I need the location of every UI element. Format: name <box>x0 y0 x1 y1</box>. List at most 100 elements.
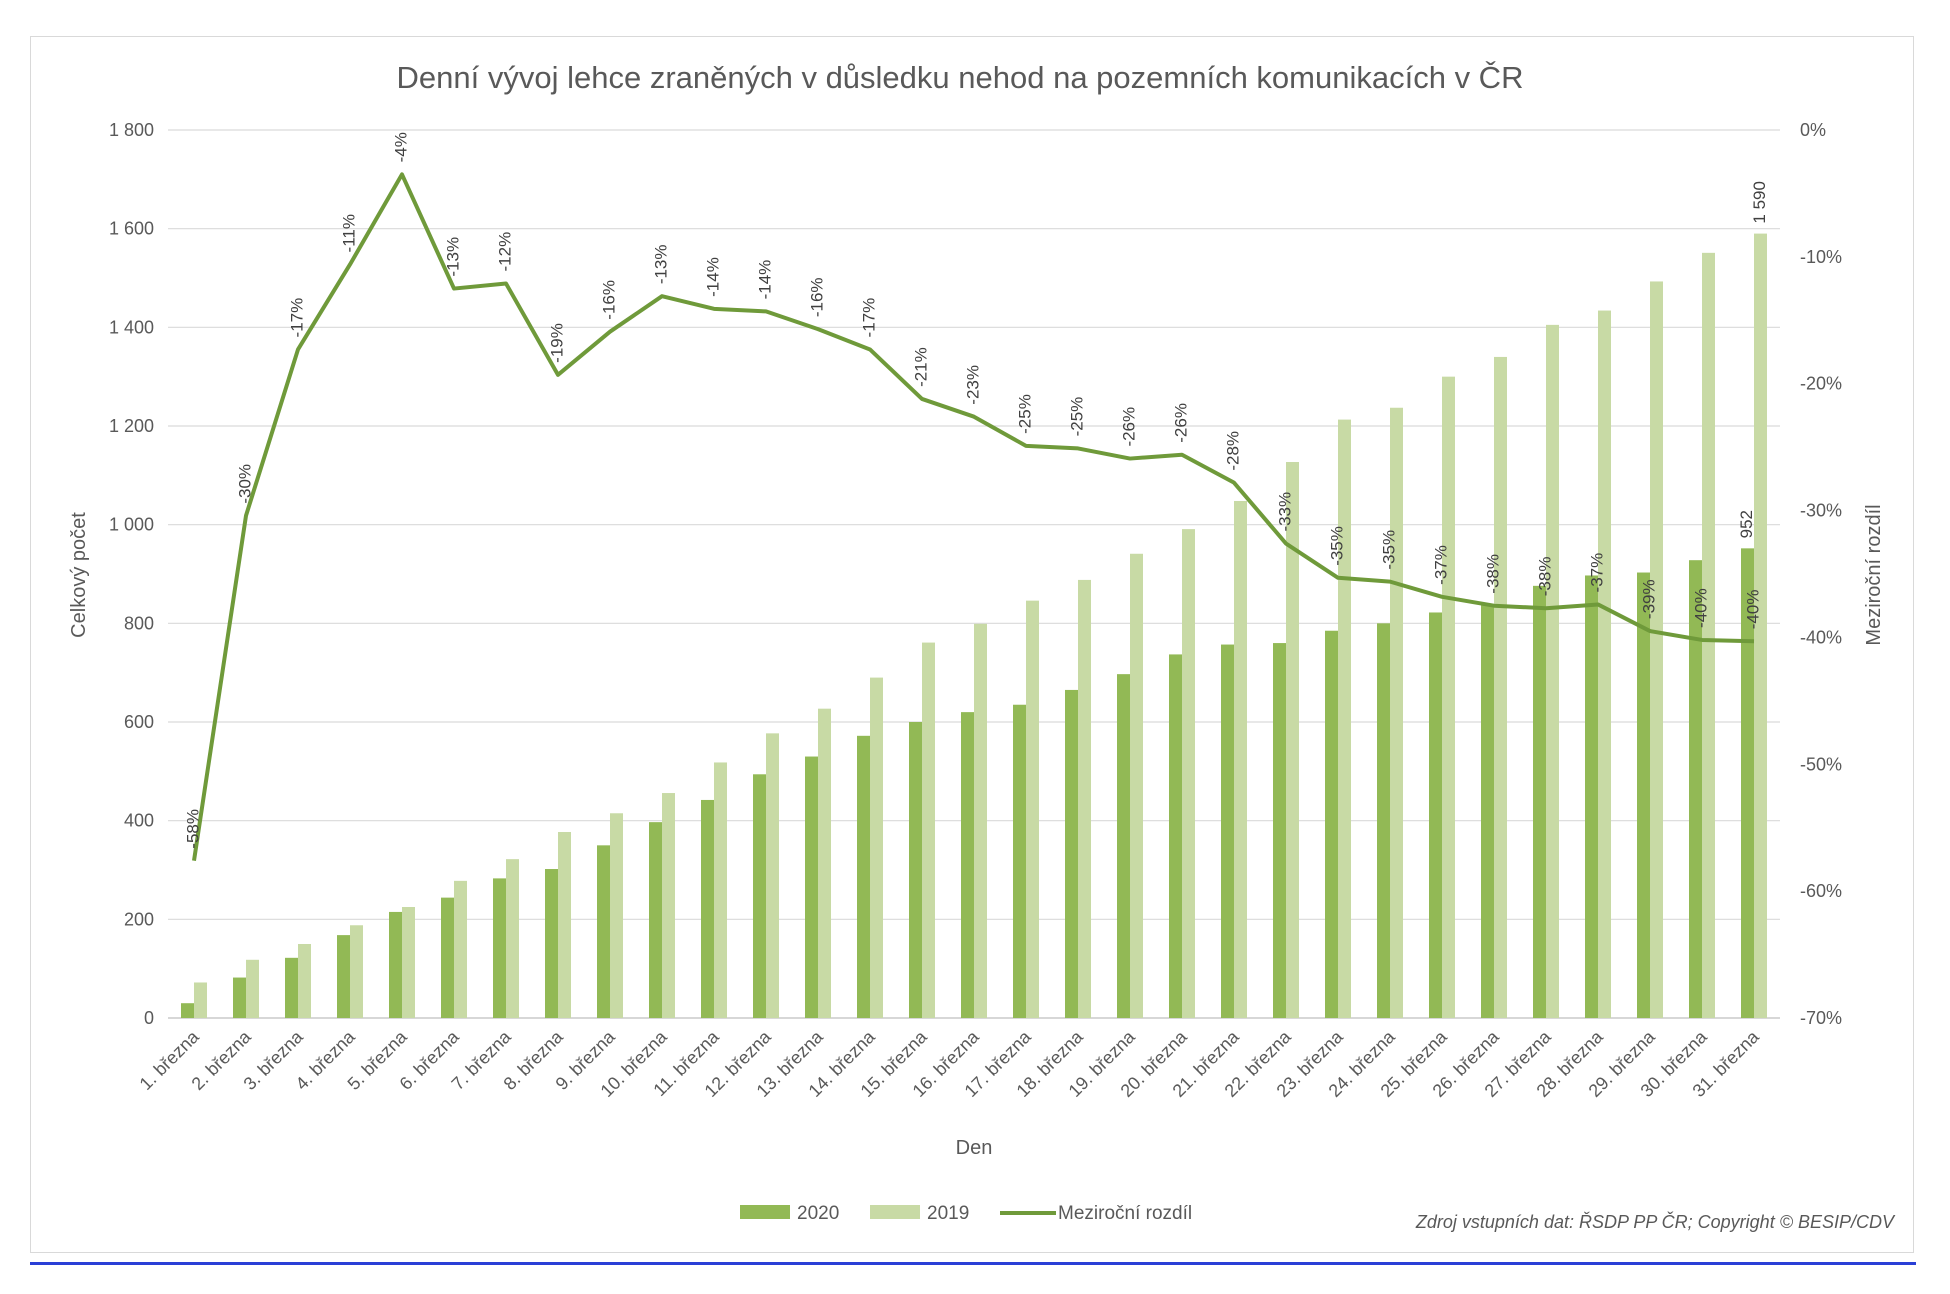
bar-2019 <box>1546 324 1559 1018</box>
yoy-value-label: -30% <box>235 464 254 504</box>
yoy-value-label: -40% <box>1743 590 1762 630</box>
yoy-value-label: -13% <box>651 244 670 284</box>
yoy-value-label: -23% <box>963 365 982 405</box>
y-right-tick-label: -70% <box>1800 1008 1842 1028</box>
bar-2020 <box>961 712 974 1018</box>
yoy-value-label: -14% <box>703 257 722 297</box>
bar-2019 <box>1078 579 1091 1018</box>
bar-2020 <box>1585 575 1598 1018</box>
y-right-tick-label: -30% <box>1800 501 1842 521</box>
yoy-value-label: -58% <box>183 809 202 849</box>
bar-2019 <box>1130 553 1143 1018</box>
yoy-value-label: -4% <box>391 132 410 162</box>
y-right-tick-label: -40% <box>1800 627 1842 647</box>
yoy-value-label: -25% <box>1067 397 1086 437</box>
yoy-value-label: -16% <box>807 277 826 317</box>
y-right-tick-label: -60% <box>1800 881 1842 901</box>
yoy-value-label: -14% <box>755 260 774 300</box>
y-tick-label: 1 600 <box>109 219 154 239</box>
bar-2020 <box>701 799 714 1018</box>
y-axis-title: Celkový počet <box>68 512 90 638</box>
yoy-value-label: -33% <box>1275 492 1294 532</box>
bar-2020 <box>1481 604 1494 1018</box>
yoy-value-label: -21% <box>911 347 930 387</box>
yoy-value-label: -37% <box>1587 553 1606 593</box>
y-tick-label: 400 <box>124 811 154 831</box>
bar-2019 <box>350 925 363 1018</box>
bar-2019 <box>1650 281 1663 1018</box>
axis-ticks: 0 200 400 600 800 1 000 1 200 1 400 1 600 1 800 -7… <box>109 120 1842 1028</box>
y-tick-label: 1 200 <box>109 416 154 436</box>
bars <box>181 233 1767 1019</box>
bar-2019 <box>610 813 623 1018</box>
bar-2020 <box>1637 572 1650 1018</box>
bar-2019 <box>818 708 831 1018</box>
chart-title: Denní vývoj lehce zraněných v důsledku n… <box>397 60 1524 95</box>
y-tick-label: 1 400 <box>109 317 154 337</box>
yoy-value-label: -38% <box>1483 554 1502 594</box>
bar-2020 <box>285 957 298 1018</box>
bar-2019 <box>1026 600 1039 1018</box>
data-labels: 952 1 590 -58% -30% -17% -11% -4% -13% -12% -19% -… <box>183 132 1769 849</box>
yoy-value-label: -40% <box>1691 588 1710 628</box>
bar-2020 <box>649 822 662 1018</box>
yoy-value-label: -13% <box>443 237 462 277</box>
yoy-value-label: -38% <box>1535 557 1554 597</box>
bar-2020 <box>753 774 766 1018</box>
bar-2019 <box>1494 356 1507 1018</box>
y-tick-label: 1 800 <box>109 120 154 140</box>
y-tick-label: 0 <box>144 1008 154 1028</box>
bar-2020 <box>1065 689 1078 1018</box>
bar-2019 <box>922 642 935 1018</box>
yoy-value-label: -26% <box>1171 403 1190 443</box>
yoy-value-label: -35% <box>1327 526 1346 566</box>
bar-2019 <box>714 762 727 1018</box>
bar-2019 <box>662 793 675 1018</box>
yoy-line-group <box>192 172 1755 861</box>
yoy-value-label: -11% <box>339 214 358 252</box>
yoy-value-label: -17% <box>859 298 878 338</box>
yoy-line <box>192 172 1755 861</box>
bar-2019 <box>246 959 259 1018</box>
y-tick-label: 1 000 <box>109 515 154 535</box>
bar-2019 <box>1702 252 1715 1019</box>
bar-2020 <box>493 878 506 1018</box>
bar-2019 <box>506 859 519 1018</box>
y-right-axis-title: Meziroční rozdíl <box>1863 504 1885 645</box>
yoy-value-label: -17% <box>287 298 306 338</box>
bar-2020 <box>1013 704 1026 1018</box>
bar-2019 <box>1598 310 1611 1018</box>
bar-2020 <box>597 845 610 1018</box>
legend-label-yoy: Meziroční rozdíl <box>1058 1203 1192 1224</box>
bar-2020 <box>1741 548 1754 1018</box>
bar-2020 <box>1429 612 1442 1018</box>
bar-2020 <box>337 935 350 1018</box>
bar-2019-value-label: 1 590 <box>1750 181 1769 224</box>
bar-2020 <box>389 911 402 1018</box>
yoy-value-label: -25% <box>1015 394 1034 434</box>
x-axis-title: Den <box>956 1137 993 1159</box>
source-note: Zdroj vstupních dat: ŘSDP PP ČR; Copyrig… <box>1415 1211 1896 1232</box>
bar-2020 <box>1221 644 1234 1018</box>
bar-2019 <box>402 907 415 1018</box>
bar-2020 <box>805 756 818 1018</box>
legend: 2020 2019 Meziroční rozdíl <box>740 1203 1192 1224</box>
bar-2020 <box>181 1003 194 1018</box>
y-right-tick-label: 0% <box>1800 120 1826 140</box>
legend-label-2020: 2020 <box>797 1203 839 1224</box>
y-right-tick-label: -20% <box>1800 374 1842 394</box>
bar-2020 <box>1689 560 1702 1018</box>
bar-2019 <box>454 880 467 1018</box>
bottom-rule <box>30 1262 1916 1265</box>
bar-2020-value-label: 952 <box>1737 510 1756 538</box>
bar-2019 <box>558 832 571 1018</box>
bar-2020 <box>441 897 454 1018</box>
bar-2019 <box>1338 419 1351 1018</box>
bar-2019 <box>974 623 987 1018</box>
yoy-value-label: -26% <box>1119 407 1138 447</box>
bar-2020 <box>1273 643 1286 1018</box>
bar-2019 <box>1442 376 1455 1019</box>
yoy-value-label: -16% <box>599 280 618 320</box>
